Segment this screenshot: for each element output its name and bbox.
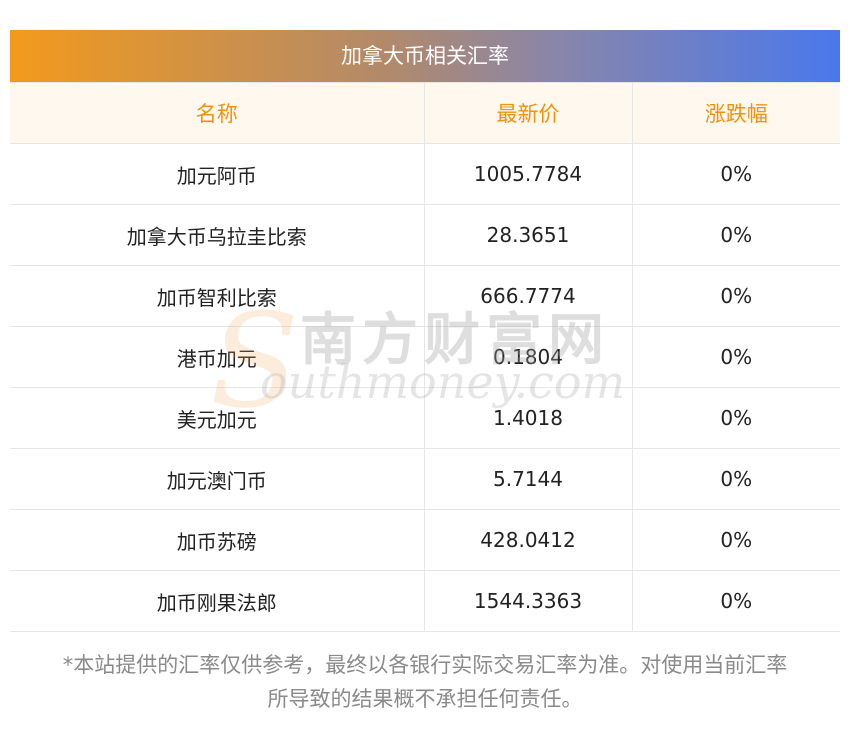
row-change: 0% <box>631 448 840 510</box>
row-change: 0% <box>631 143 840 205</box>
row-name: 美元加元 <box>10 387 425 449</box>
row-price: 666.7774 <box>423 265 633 327</box>
table-row: 美元加元 1.4018 0% <box>10 387 840 449</box>
row-change: 0% <box>631 570 840 632</box>
table-row: 加币苏磅 428.0412 0% <box>10 509 840 571</box>
row-name: 加拿大币乌拉圭比索 <box>10 204 425 266</box>
row-change: 0% <box>631 509 840 571</box>
column-header-name: 名称 <box>10 82 425 144</box>
row-change: 0% <box>631 265 840 327</box>
table-row: 加元阿币 1005.7784 0% <box>10 143 840 205</box>
row-price: 1005.7784 <box>423 143 633 205</box>
table-row: 加元澳门币 5.7144 0% <box>10 448 840 510</box>
row-price: 28.3651 <box>423 204 633 266</box>
row-name: 加元阿币 <box>10 143 425 205</box>
row-price: 1544.3363 <box>423 570 633 632</box>
row-change: 0% <box>631 326 840 388</box>
table-row: 加拿大币乌拉圭比索 28.3651 0% <box>10 204 840 266</box>
table-row: 加币刚果法郎 1544.3363 0% <box>10 570 840 632</box>
row-name: 加币苏磅 <box>10 509 425 571</box>
row-name: 加币智利比索 <box>10 265 425 327</box>
row-name: 港币加元 <box>10 326 425 388</box>
disclaimer-footnote: *本站提供的汇率仅供参考，最终以各银行实际交易汇率为准。对使用当前汇率 所导致的… <box>0 648 850 716</box>
rate-table: 名称 最新价 涨跌幅 加元阿币 1005.7784 0% 加拿大币乌拉圭比索 2… <box>10 82 840 632</box>
column-header-change: 涨跌幅 <box>631 82 840 144</box>
row-name: 加元澳门币 <box>10 448 425 510</box>
row-price: 1.4018 <box>423 387 633 449</box>
row-name: 加币刚果法郎 <box>10 570 425 632</box>
footnote-line-2: 所导致的结果概不承担任何责任。 <box>267 687 583 711</box>
column-header-price: 最新价 <box>423 82 633 144</box>
row-price: 428.0412 <box>423 509 633 571</box>
row-price: 0.1804 <box>423 326 633 388</box>
rate-table-container: 加拿大币相关汇率 名称 最新价 涨跌幅 加元阿币 1005.7784 0% 加拿… <box>10 30 840 632</box>
table-header-row: 名称 最新价 涨跌幅 <box>10 82 840 144</box>
table-title: 加拿大币相关汇率 <box>10 30 840 82</box>
table-row: 加币智利比索 666.7774 0% <box>10 265 840 327</box>
table-row: 港币加元 0.1804 0% <box>10 326 840 388</box>
footnote-line-1: *本站提供的汇率仅供参考，最终以各银行实际交易汇率为准。对使用当前汇率 <box>62 653 788 677</box>
row-price: 5.7144 <box>423 448 633 510</box>
row-change: 0% <box>631 204 840 266</box>
row-change: 0% <box>631 387 840 449</box>
